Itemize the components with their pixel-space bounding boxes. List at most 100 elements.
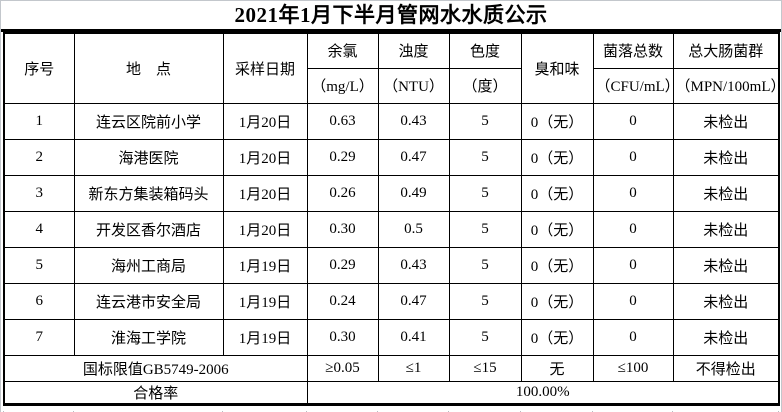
cell-date: 1月19日 [222,246,308,284]
cell-turbidity: 0.49 [377,174,450,212]
cell-coliform: 未检出 [672,318,780,356]
col-header-location: 地 点 [73,32,224,104]
cell-coliform: 未检出 [672,138,780,176]
table-row: 4 开发区香尔酒店 1月20日 0.30 0.5 5 0（无） 0 未检出 [3,210,780,248]
col-header-turbidity: 浊度 [377,32,450,69]
col-header-chlorine: 余氯 [306,32,379,69]
cell-odor: 0（无） [520,246,594,284]
cell-colony: 0 [592,282,674,320]
pass-rate-row: 合格率 100.00% [3,380,780,405]
col-header-colony: 菌落总数 [592,32,674,69]
cell-turbidity: 0.5 [377,210,450,248]
cell-location: 连云区院前小学 [73,102,224,140]
cell-chlorine: 0.63 [306,102,379,140]
cell-no: 6 [3,282,75,320]
cell-chroma: 5 [448,102,522,140]
table-row: 2 海港医院 1月20日 0.29 0.47 5 0（无） 0 未检出 [3,138,780,176]
cell-no: 2 [3,138,75,176]
cell-turbidity: 0.43 [377,246,450,284]
cell-date: 1月20日 [222,102,308,140]
limit-turbidity: ≤1 [377,354,450,382]
cell-turbidity: 0.47 [377,282,450,320]
water-quality-table: 序号 地 点 采样日期 余氯 浊度 色度 臭和味 菌落总数 总大肠菌群 （mg/… [3,32,780,406]
cell-odor: 0（无） [520,318,594,356]
header-row-names: 序号 地 点 采样日期 余氯 浊度 色度 臭和味 菌落总数 总大肠菌群 [3,32,780,104]
table-row: 1 连云区院前小学 1月20日 0.63 0.43 5 0（无） 0 未检出 [3,102,780,140]
col-header-chroma: 色度 [448,32,522,69]
cell-chroma: 5 [448,138,522,176]
pass-rate-label: 合格率 [3,380,308,405]
table-row: 7 淮海工学院 1月19日 0.30 0.41 5 0（无） 0 未检出 [3,318,780,356]
col-header-no: 序号 [3,32,75,104]
cell-location: 海港医院 [73,138,224,176]
cell-chroma: 5 [448,318,522,356]
unit-chlorine: （mg/L） [306,67,379,104]
cell-location: 新东方集装箱码头 [73,174,224,212]
cell-chlorine: 0.29 [306,138,379,176]
cell-location: 开发区香尔酒店 [73,210,224,248]
cell-odor: 0（无） [520,282,594,320]
cell-colony: 0 [592,246,674,284]
page-title: 2021年1月下半月管网水水质公示 [1,1,781,32]
cell-colony: 0 [592,138,674,176]
limit-row: 国标限值GB5749-2006 ≥0.05 ≤1 ≤15 无 ≤100 不得检出 [3,354,780,382]
table-row: 5 海州工商局 1月19日 0.29 0.43 5 0（无） 0 未检出 [3,246,780,284]
table-row: 6 连云港市安全局 1月19日 0.24 0.47 5 0（无） 0 未检出 [3,282,780,320]
cell-odor: 0（无） [520,210,594,248]
cell-no: 4 [3,210,75,248]
col-header-odor: 臭和味 [520,32,594,104]
cell-chroma: 5 [448,174,522,212]
cell-coliform: 未检出 [672,102,780,140]
limit-chlorine: ≥0.05 [306,354,379,382]
cell-turbidity: 0.41 [377,318,450,356]
cell-coliform: 未检出 [672,174,780,212]
cell-date: 1月20日 [222,138,308,176]
cell-date: 1月19日 [222,318,308,356]
limit-colony: ≤100 [592,354,674,382]
pass-rate-value: 100.00% [306,380,780,405]
cell-coliform: 未检出 [672,246,780,284]
cell-date: 1月19日 [222,282,308,320]
cell-no: 5 [3,246,75,284]
cell-location: 连云港市安全局 [73,282,224,320]
unit-turbidity: （NTU） [377,67,450,104]
cell-turbidity: 0.43 [377,102,450,140]
cell-coliform: 未检出 [672,210,780,248]
col-header-coliform: 总大肠菌群 [672,32,780,69]
limit-coliform: 不得检出 [672,354,780,382]
cell-no: 1 [3,102,75,140]
cell-chroma: 5 [448,282,522,320]
cell-chroma: 5 [448,210,522,248]
cell-date: 1月20日 [222,174,308,212]
cell-chlorine: 0.30 [306,210,379,248]
cell-chlorine: 0.26 [306,174,379,212]
limit-label: 国标限值GB5749-2006 [3,354,308,382]
cell-colony: 0 [592,210,674,248]
cell-colony: 0 [592,174,674,212]
cell-no: 3 [3,174,75,212]
cell-odor: 0（无） [520,138,594,176]
cell-no: 7 [3,318,75,356]
cell-location: 淮海工学院 [73,318,224,356]
header-row-units: （mg/L） （NTU） （度） （CFU/mL） （MPN/100mL） [4,67,780,104]
cell-date: 1月20日 [222,210,308,248]
unit-chroma: （度） [448,67,522,104]
cell-chlorine: 0.30 [306,318,379,356]
unit-coliform: （MPN/100mL） [672,67,780,104]
cell-chlorine: 0.24 [306,282,379,320]
cell-chroma: 5 [448,246,522,284]
cell-coliform: 未检出 [672,282,780,320]
table-row: 3 新东方集装箱码头 1月20日 0.26 0.49 5 0（无） 0 未检出 [3,174,780,212]
cell-colony: 0 [592,318,674,356]
col-header-date: 采样日期 [222,32,308,104]
cell-colony: 0 [592,102,674,140]
cell-chlorine: 0.29 [306,246,379,284]
limit-chroma: ≤15 [448,354,522,382]
cell-odor: 0（无） [520,174,594,212]
cell-turbidity: 0.47 [377,138,450,176]
cell-odor: 0（无） [520,102,594,140]
limit-odor: 无 [520,354,594,382]
cell-location: 海州工商局 [73,246,224,284]
unit-colony: （CFU/mL） [592,67,674,104]
